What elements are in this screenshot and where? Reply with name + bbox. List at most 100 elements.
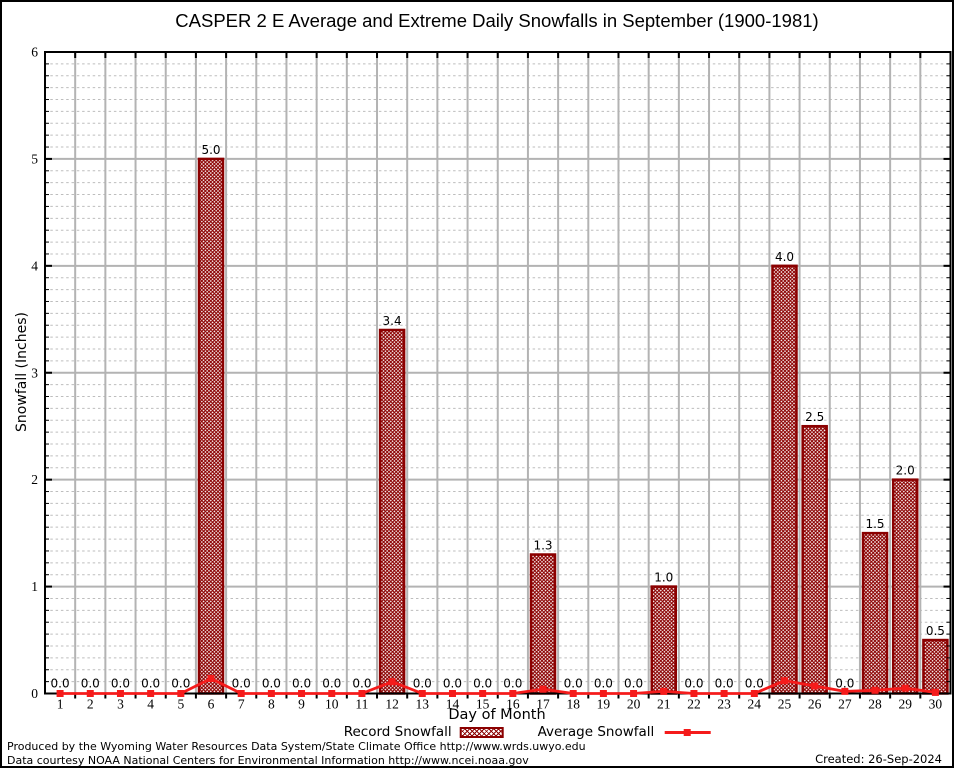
average-marker	[267, 690, 275, 697]
bar-value-label: 0.0	[232, 677, 251, 691]
bar-value-label: 0.0	[171, 677, 190, 691]
average-marker	[388, 678, 396, 686]
average-marker	[569, 690, 577, 697]
bar-value-label: 0.0	[745, 677, 764, 691]
bar-value-label: 0.0	[322, 677, 341, 691]
y-tick-label: 5	[31, 151, 38, 166]
y-tick-label: 6	[31, 45, 38, 60]
x-tick-label: 29	[898, 697, 912, 712]
average-marker	[871, 686, 879, 694]
bar-value-label: 0.0	[292, 677, 311, 691]
average-marker	[630, 690, 638, 697]
bar-value-labels: 0.0 0.0 0.0 0.0 0.0 5.0 0.0 0.0 0.0 0.0 0.0 3.4 0.0 0…	[51, 143, 945, 691]
bar-value-label: 0.0	[413, 677, 432, 691]
x-tick-label: 10	[325, 697, 339, 712]
average-marker	[328, 690, 336, 697]
x-tick-label: 27	[838, 697, 852, 712]
x-tick-label: 28	[868, 697, 882, 712]
bar-value-label: 0.0	[352, 677, 371, 691]
y-tick-label: 2	[31, 472, 38, 487]
y-tick-label: 1	[31, 579, 38, 594]
footer-data-courtesy: Data courtesy NOAA National Centers for …	[7, 754, 529, 767]
average-snowfall-swatch-icon	[664, 727, 711, 738]
x-tick-label: 13	[416, 697, 430, 712]
bar-value-label: 0.0	[564, 677, 583, 691]
average-marker	[720, 690, 728, 697]
footer-produced-by: Produced by the Wyoming Water Resources …	[7, 740, 586, 753]
average-marker	[660, 687, 668, 695]
bar-value-label: 0.0	[262, 677, 281, 691]
average-marker	[811, 682, 819, 690]
bar-value-label: 0.0	[715, 677, 734, 691]
x-tick-label: 3	[117, 697, 124, 712]
average-marker	[690, 690, 698, 697]
legend-record-snowfall-label: Record Snowfall	[343, 724, 452, 740]
average-marker	[358, 690, 366, 697]
x-tick-label: 1	[57, 697, 64, 712]
average-marker	[207, 675, 215, 683]
bar-value-label: 0.0	[111, 677, 130, 691]
axis-ticks	[45, 51, 951, 699]
average-polyline	[60, 677, 936, 695]
record-snowfall-swatch-icon	[459, 726, 504, 738]
record-bar	[771, 264, 798, 695]
y-tick-labels: 0 1 2 3 4 5 6	[31, 45, 38, 702]
average-marker	[298, 690, 306, 697]
x-tick-label: 17	[536, 697, 550, 712]
average-marker	[509, 690, 517, 697]
bar-value-label: 1.0	[654, 571, 673, 585]
x-tick-label: 15	[476, 697, 490, 712]
x-grid	[74, 52, 922, 694]
bar-value-label: 0.0	[51, 677, 70, 691]
bar-value-label: 5.0	[201, 143, 220, 157]
bar-value-label: 0.0	[835, 677, 854, 691]
record-bar	[650, 585, 678, 695]
created-date: Created: 26-Sep-2024	[815, 752, 942, 766]
bar-value-label: 4.0	[775, 250, 794, 264]
x-tick-label: 19	[597, 697, 611, 712]
x-tick-labels: 1 2 3 4 5 6 7 8 9 10 11 12 13 14 15 16 17 18 19 20 21 22 23 24 2…	[57, 697, 943, 712]
legend-average-snowfall-label: Average Snowfall	[537, 724, 655, 740]
x-tick-label: 20	[627, 697, 641, 712]
bar-value-label: 0.0	[594, 677, 613, 691]
bar-value-label: 1.5	[865, 517, 884, 531]
average-marker	[116, 690, 124, 697]
average-marker	[841, 687, 849, 695]
bar-value-label: 1.3	[533, 539, 552, 553]
x-tick-label: 26	[808, 697, 822, 712]
average-marker	[539, 685, 547, 693]
x-tick-label: 8	[268, 697, 275, 712]
x-tick-label: 16	[506, 697, 520, 712]
record-bar	[197, 157, 225, 695]
x-axis-title: Day of Month	[448, 707, 546, 723]
average-marker	[931, 688, 939, 696]
x-tick-label: 24	[748, 697, 762, 712]
bar-value-label: 3.4	[383, 314, 402, 328]
chart-title: CASPER 2 E Average and Extreme Daily Sno…	[175, 10, 819, 31]
y-axis-title: Snowfall (Inches)	[14, 312, 30, 432]
x-tick-label: 7	[238, 697, 245, 712]
average-marker	[177, 690, 185, 697]
x-tick-label: 5	[177, 697, 184, 712]
x-tick-label: 9	[298, 697, 305, 712]
y-tick-label: 4	[31, 258, 38, 273]
average-marker	[448, 690, 456, 697]
bar-value-label: 0.0	[684, 677, 703, 691]
x-tick-label: 22	[687, 697, 701, 712]
average-markers	[56, 675, 939, 697]
y-tick-label: 3	[31, 365, 38, 380]
x-tick-label: 23	[717, 697, 731, 712]
x-tick-label: 21	[657, 697, 671, 712]
average-marker	[901, 684, 909, 692]
x-tick-label: 12	[385, 697, 399, 712]
bar-value-label: 0.0	[443, 677, 462, 691]
x-tick-label: 4	[147, 697, 154, 712]
record-bar	[378, 328, 406, 695]
bar-value-label: 0.0	[141, 677, 160, 691]
bar-value-label: 0.0	[503, 677, 522, 691]
average-marker	[479, 690, 487, 697]
bar-value-label: 0.0	[473, 677, 492, 691]
average-line	[60, 677, 936, 695]
average-marker	[147, 690, 155, 697]
